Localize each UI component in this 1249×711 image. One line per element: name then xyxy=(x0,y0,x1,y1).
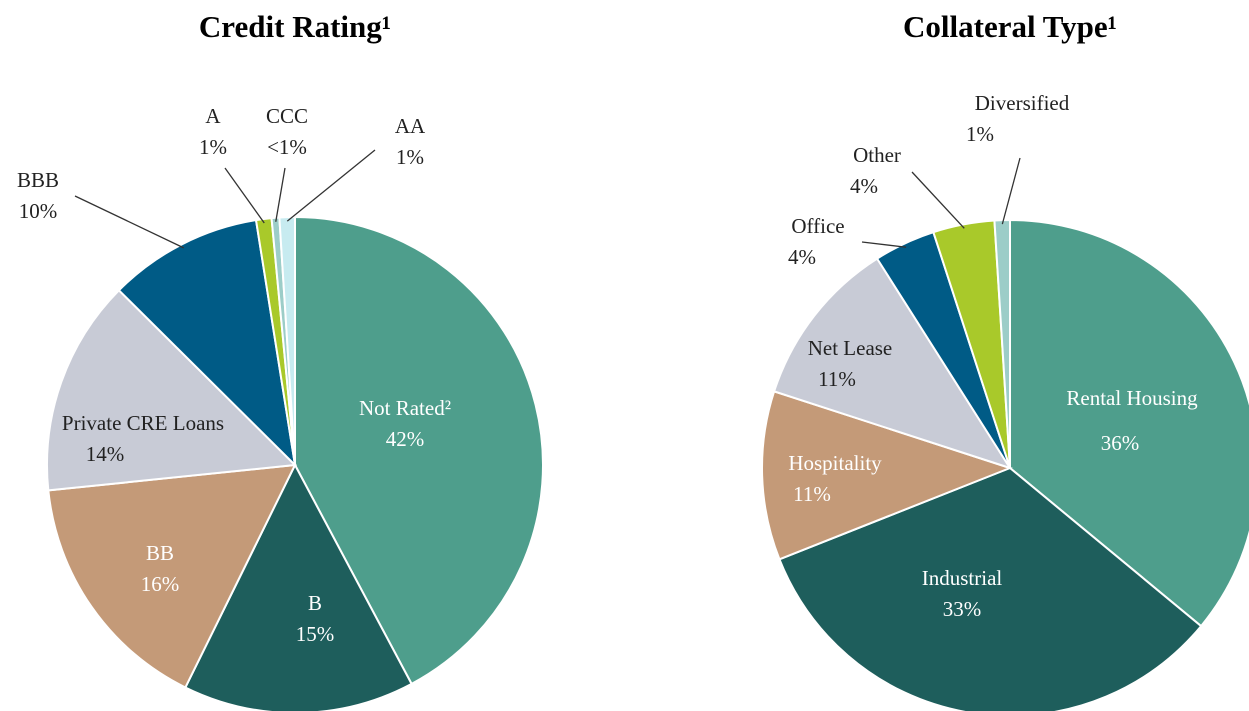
slice-value-label: 16% xyxy=(141,572,180,596)
slice-label: AA xyxy=(395,114,426,138)
leader-line xyxy=(911,171,965,229)
slice-value-label: 4% xyxy=(850,174,878,198)
slice-value-label: 14% xyxy=(86,442,125,466)
slice-label: Hospitality xyxy=(788,451,882,475)
slice-value-label: 36% xyxy=(1101,431,1140,455)
slice-label: Private CRE Loans xyxy=(62,411,224,435)
leader-line xyxy=(74,195,184,249)
slice-value-label: 11% xyxy=(793,482,831,506)
slice-label: Not Rated² xyxy=(359,396,451,420)
slice-label: BB xyxy=(146,541,174,565)
pie-slice xyxy=(993,218,1011,469)
slice-label: Office xyxy=(791,214,844,238)
leader-line xyxy=(275,167,286,222)
leader-line xyxy=(286,149,376,222)
chart-title: Collateral Type¹ xyxy=(903,9,1117,44)
slice-label: Other xyxy=(853,143,901,167)
pie-slice xyxy=(778,466,1203,711)
slice-label: B xyxy=(308,591,322,615)
leader-line xyxy=(224,167,265,224)
pie-slice xyxy=(761,390,1013,561)
slice-label: Industrial xyxy=(922,566,1003,590)
pie-slice xyxy=(1009,218,1249,628)
slice-label: A xyxy=(205,104,221,128)
pie-slice xyxy=(117,218,297,468)
pie-slice xyxy=(294,215,544,686)
slice-value-label: 42% xyxy=(386,427,425,451)
slice-value-label: 11% xyxy=(818,367,856,391)
slice-value-label: 15% xyxy=(296,622,335,646)
leader-line xyxy=(1001,157,1021,225)
slice-label: CCC xyxy=(266,104,308,128)
pie-slice xyxy=(47,463,297,689)
slice-value-label: 1% xyxy=(966,122,994,146)
pie-slice xyxy=(278,215,296,466)
slice-value-label: 1% xyxy=(199,135,227,159)
slice-label: Rental Housing xyxy=(1066,386,1198,410)
chart-title: Credit Rating¹ xyxy=(199,9,391,44)
slice-value-label: 1% xyxy=(396,145,424,169)
pie-slice xyxy=(184,462,413,711)
slice-value-label: 4% xyxy=(788,245,816,269)
slice-value-label: 10% xyxy=(19,199,58,223)
slice-label: Net Lease xyxy=(808,336,893,360)
slice-label: BBB xyxy=(17,168,59,192)
leader-line xyxy=(861,241,907,248)
pie-slice xyxy=(46,288,298,492)
pie-slice xyxy=(772,257,1013,470)
slice-value-label: 33% xyxy=(943,597,982,621)
slice-label: Diversified xyxy=(975,91,1070,115)
slice-value-label: <1% xyxy=(267,135,307,159)
